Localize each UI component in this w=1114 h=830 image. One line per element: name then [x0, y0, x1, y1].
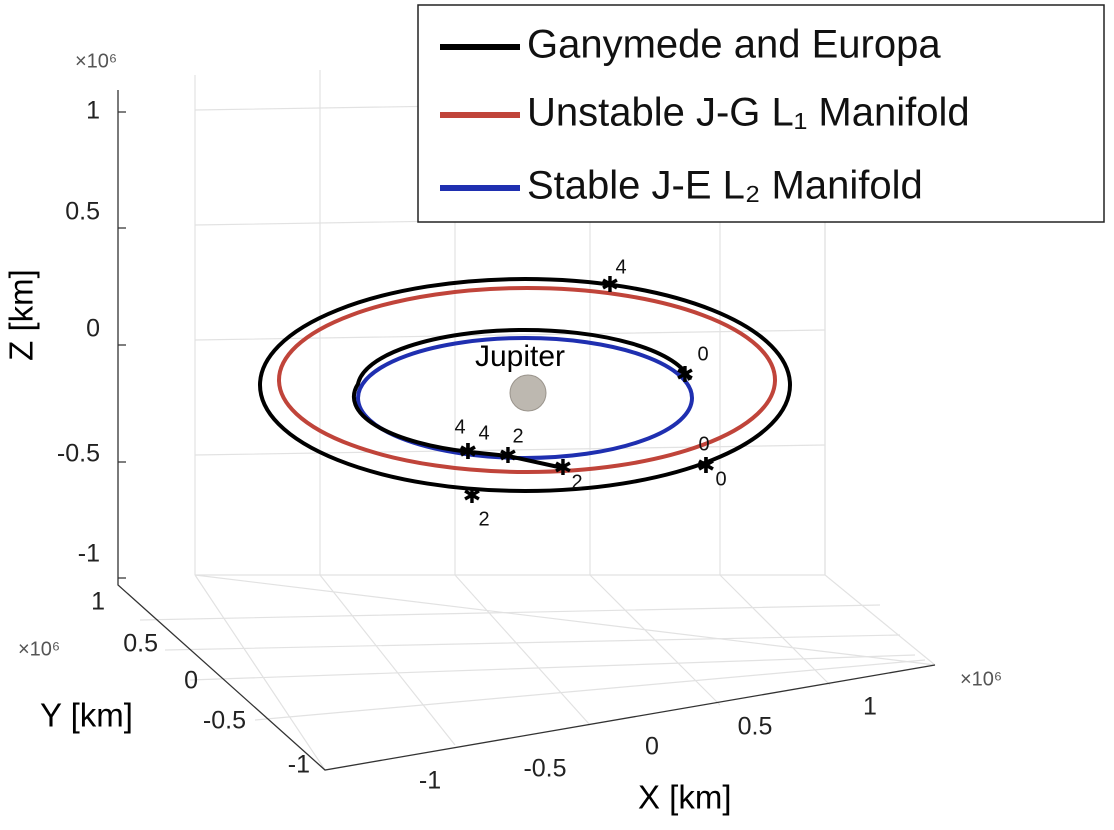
exponent: ×10⁶ [18, 638, 60, 660]
marker: ✱ [601, 272, 619, 297]
legend-box [417, 4, 1105, 223]
axis-label: Y [km] [40, 697, 133, 734]
axis-label: X [km] [638, 779, 732, 816]
legend-label: Ganymede and Europa [527, 23, 941, 67]
tick-label: -1 [78, 540, 100, 568]
marker-label: 4 [454, 416, 465, 438]
tick-label: -0.5 [57, 440, 100, 468]
axis-label: Z [km] [3, 269, 40, 361]
tick-label: 0.5 [123, 630, 158, 658]
marker: ✱ [697, 453, 715, 478]
legend-label: Unstable J-G L₁ Manifold [527, 91, 970, 135]
tick-label: 0.5 [65, 198, 100, 226]
marker: ✱ [554, 455, 572, 480]
marker-label: 2 [512, 425, 523, 447]
tick-label: 1 [86, 97, 100, 125]
tick-label: 1 [91, 588, 105, 616]
tick-label: -0.5 [203, 707, 246, 735]
marker-label: 2 [571, 471, 582, 493]
marker: ✱ [459, 439, 477, 464]
marker-label: 4 [478, 422, 489, 444]
legend-label: Stable J-E L₂ Manifold [527, 164, 923, 208]
body-label: Jupiter [475, 340, 565, 373]
marker: ✱ [499, 443, 517, 468]
tick-label: 0 [184, 667, 198, 695]
marker-label: 2 [478, 508, 489, 530]
jupiter [509, 374, 547, 412]
tick-label: -0.5 [523, 755, 566, 783]
tick-label: 0 [645, 733, 659, 761]
ganymede-orbit [258, 277, 792, 493]
axes-box [117, 90, 936, 771]
tick-label: -1 [288, 751, 310, 779]
tick-label: 0 [86, 315, 100, 343]
marker-label: 0 [715, 468, 726, 490]
marker: ✱ [697, 453, 715, 478]
tick-label: 1 [863, 693, 877, 721]
exponent: ×10⁶ [75, 50, 117, 72]
europa-orbit [351, 328, 692, 470]
marker: ✱ [463, 483, 481, 508]
tick-label: -1 [419, 767, 441, 795]
marker-label: 4 [615, 256, 626, 278]
tick-label: 0.5 [738, 713, 773, 741]
marker-label: 0 [698, 433, 709, 455]
orbits [258, 277, 792, 493]
z-ticks [118, 111, 126, 579]
exponent: ×10⁶ [960, 668, 1002, 690]
marker: ✱ [676, 362, 694, 387]
unstable-manifold [277, 286, 777, 474]
marker: ✱ [459, 439, 477, 464]
marker-label: 0 [697, 343, 708, 365]
